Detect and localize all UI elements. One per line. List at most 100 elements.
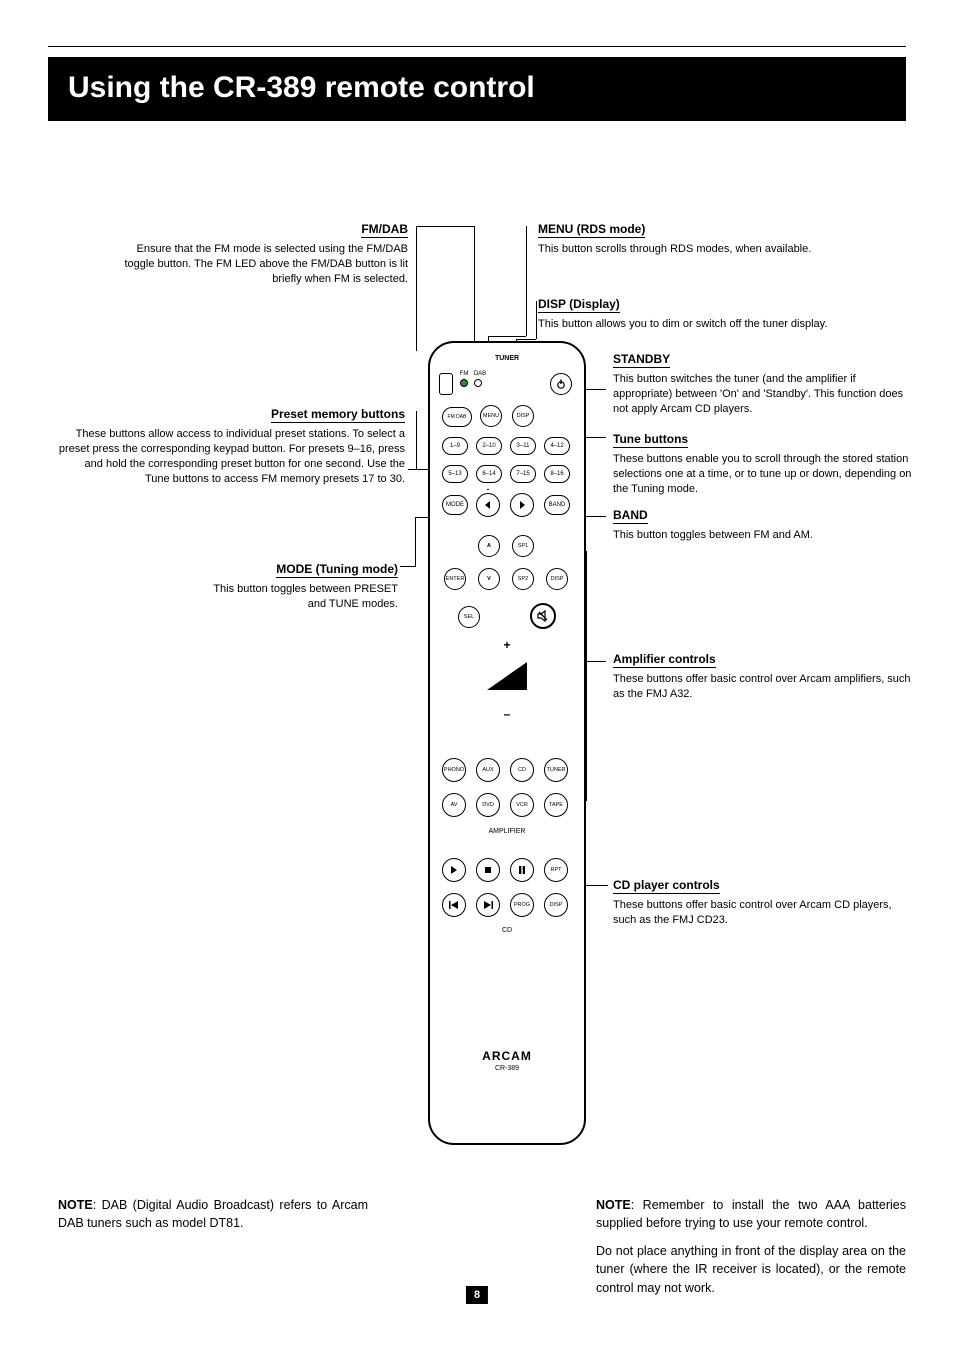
lead	[488, 336, 526, 337]
led-label-dab: DAB	[472, 371, 488, 377]
pause-icon	[518, 866, 526, 874]
body-band: This button toggles between FM and AM.	[613, 528, 913, 543]
mode-button[interactable]: MODE	[442, 495, 468, 515]
fmdab-button[interactable]: FM DAB	[442, 407, 472, 427]
callout-mode: MODE (Tuning mode) This button toggles b…	[198, 561, 398, 612]
note-left-text: DAB (Digital Audio Broadcast) refers to …	[58, 1198, 368, 1230]
lead	[586, 551, 587, 801]
body-menu: This button scrolls through RDS modes, w…	[538, 242, 908, 257]
preset-7[interactable]: 7–15	[510, 465, 536, 483]
heading-fmdab: FM/DAB	[361, 221, 408, 238]
tune-left-button[interactable]: ⌃	[476, 493, 500, 517]
callout-amp: Amplifier controls These buttons offer b…	[613, 651, 913, 702]
input-dvd[interactable]: DVD	[476, 793, 500, 817]
volume-area: + –	[477, 638, 537, 721]
body-standby: This button switches the tuner (and the …	[613, 372, 913, 417]
vol-minus[interactable]: –	[477, 707, 537, 721]
body-mode: This button toggles between PRESET and T…	[198, 582, 398, 612]
note-label: NOTE	[596, 1198, 631, 1212]
nav-a-button[interactable]: A	[478, 535, 500, 557]
lead	[516, 339, 536, 340]
brand-label: ARCAM	[430, 1049, 584, 1063]
led-dab	[474, 379, 482, 387]
callout-standby: STANDBY This button switches the tuner (…	[613, 351, 913, 417]
note-right: NOTE: Remember to install the two AAA ba…	[596, 1196, 906, 1309]
body-disp: This button allows you to dim or switch …	[538, 317, 908, 332]
lead	[416, 226, 417, 351]
nav-sp2-button[interactable]: SP2	[512, 568, 534, 590]
preset-6[interactable]: 6–14	[476, 465, 502, 483]
lead	[416, 411, 417, 469]
cd-next-button[interactable]	[476, 893, 500, 917]
vol-triangle-icon	[482, 652, 532, 702]
heading-amp: Amplifier controls	[613, 651, 716, 668]
band-button[interactable]: BAND	[544, 495, 570, 515]
remote-outline: TUNER FM DAB FM DAB MENU DISP 1–9 2–10 3…	[428, 341, 586, 1145]
nav-sp1-button[interactable]: SP1	[512, 535, 534, 557]
callout-fmdab: FM/DAB Ensure that the FM mode is select…	[108, 221, 408, 287]
page-title: Using the CR-389 remote control	[68, 71, 886, 105]
input-cd[interactable]: CD	[510, 758, 534, 782]
section-amplifier: AMPLIFIER	[430, 828, 584, 835]
cd-prev-button[interactable]	[442, 893, 466, 917]
lead	[536, 301, 537, 339]
cd-stop-button[interactable]	[476, 858, 500, 882]
page-number: 8	[466, 1286, 488, 1304]
section-tuner: TUNER	[430, 355, 584, 362]
left-arrow-icon	[483, 500, 493, 510]
preset-8[interactable]: 8–16	[544, 465, 570, 483]
input-vcr[interactable]: VCR	[510, 793, 534, 817]
note-left: NOTE: DAB (Digital Audio Broadcast) refe…	[58, 1196, 368, 1232]
menu-button[interactable]: MENU	[480, 405, 502, 427]
preset-1[interactable]: 1–9	[442, 437, 468, 455]
right-arrow-icon	[517, 500, 527, 510]
nav-enter-button[interactable]: ENTER	[444, 568, 466, 590]
body-tune: These buttons enable you to scroll throu…	[613, 452, 913, 497]
callout-disp: DISP (Display) This button allows you to…	[538, 296, 908, 332]
input-phono[interactable]: PHONO	[442, 758, 466, 782]
vol-plus[interactable]: +	[477, 638, 537, 652]
callout-preset: Preset memory buttons These buttons allo…	[58, 406, 405, 487]
cd-rpt-button[interactable]: RPT	[544, 858, 568, 882]
section-cd: CD	[430, 927, 584, 934]
tune-right-button[interactable]	[510, 493, 534, 517]
body-fmdab: Ensure that the FM mode is selected usin…	[108, 242, 408, 287]
lead	[400, 566, 415, 567]
model-label: CR-389	[430, 1065, 584, 1072]
note-label: NOTE	[58, 1198, 93, 1212]
note-right-text2: Do not place anything in front of the di…	[596, 1242, 906, 1296]
preset-2[interactable]: 2–10	[476, 437, 502, 455]
disp-button[interactable]: DISP	[512, 405, 534, 427]
preset-5[interactable]: 5–13	[442, 465, 468, 483]
top-rule	[48, 46, 906, 47]
note-right-text: Remember to install the two AAA batterie…	[596, 1198, 906, 1230]
input-aux[interactable]: AUX	[476, 758, 500, 782]
mute-button[interactable]	[530, 603, 556, 629]
nav-sel-button[interactable]: SEL	[458, 606, 480, 628]
input-tape[interactable]: TAPE	[544, 793, 568, 817]
body-amp: These buttons offer basic control over A…	[613, 672, 913, 702]
next-icon	[483, 901, 493, 909]
preset-3[interactable]: 3–11	[510, 437, 536, 455]
heading-cd: CD player controls	[613, 877, 720, 894]
cd-pause-button[interactable]	[510, 858, 534, 882]
input-av[interactable]: AV	[442, 793, 466, 817]
heading-standby: STANDBY	[613, 351, 670, 368]
input-tuner[interactable]: TUNER	[544, 758, 568, 782]
heading-preset: Preset memory buttons	[271, 406, 405, 423]
led-label-fm: FM	[458, 371, 470, 377]
cd-play-button[interactable]	[442, 858, 466, 882]
body-preset: These buttons allow access to individual…	[58, 427, 405, 486]
nav-v-button[interactable]: V	[478, 568, 500, 590]
ir-port	[439, 373, 453, 395]
lead	[416, 226, 474, 227]
standby-button[interactable]	[550, 373, 572, 395]
callout-band: BAND This button toggles between FM and …	[613, 507, 913, 543]
cd-disp-button[interactable]: DISP	[544, 893, 568, 917]
power-icon	[555, 378, 567, 390]
cd-prog-button[interactable]: PROG	[510, 893, 534, 917]
heading-disp: DISP (Display)	[538, 296, 620, 313]
nav-disp-button[interactable]: DISP	[546, 568, 568, 590]
lead	[584, 885, 608, 886]
preset-4[interactable]: 4–12	[544, 437, 570, 455]
